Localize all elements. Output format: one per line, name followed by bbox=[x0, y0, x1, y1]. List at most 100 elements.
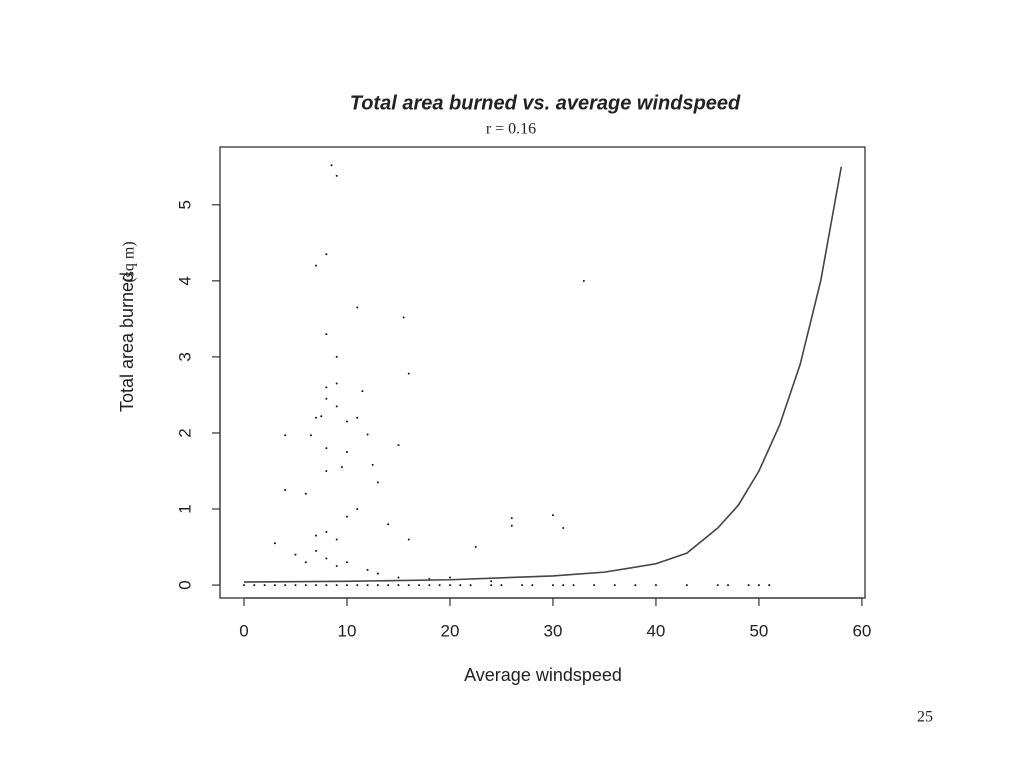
point bbox=[371, 463, 374, 466]
point bbox=[716, 584, 719, 587]
x-tick-label: 30 bbox=[543, 621, 562, 640]
y-tick-label: 2 bbox=[175, 428, 194, 437]
point bbox=[685, 584, 688, 587]
point bbox=[521, 584, 524, 587]
point bbox=[474, 546, 477, 549]
subtitle: r = 0.16 bbox=[486, 121, 536, 138]
point bbox=[320, 415, 323, 418]
y-tick-label: 4 bbox=[175, 276, 194, 285]
point bbox=[325, 253, 328, 256]
point bbox=[407, 372, 410, 375]
point bbox=[593, 584, 596, 587]
point bbox=[366, 568, 369, 571]
point bbox=[242, 584, 245, 587]
point bbox=[510, 524, 513, 527]
fit-curve bbox=[243, 166, 843, 583]
point bbox=[490, 580, 493, 583]
point bbox=[304, 584, 307, 587]
point bbox=[263, 584, 266, 587]
point bbox=[304, 492, 307, 495]
point bbox=[562, 584, 565, 587]
point bbox=[376, 481, 379, 484]
point bbox=[345, 561, 348, 564]
point bbox=[634, 584, 637, 587]
point bbox=[397, 444, 400, 447]
point bbox=[402, 316, 405, 319]
point bbox=[315, 264, 318, 267]
point bbox=[490, 584, 493, 587]
point bbox=[366, 433, 369, 436]
point bbox=[325, 469, 328, 472]
point bbox=[345, 420, 348, 423]
point bbox=[315, 584, 318, 587]
point bbox=[335, 174, 338, 177]
point bbox=[325, 530, 328, 533]
point bbox=[757, 584, 760, 587]
point bbox=[304, 561, 307, 564]
point bbox=[366, 584, 369, 587]
point bbox=[510, 517, 513, 520]
y-tick-label: 0 bbox=[175, 580, 194, 589]
point bbox=[294, 584, 297, 587]
point bbox=[253, 584, 256, 587]
point bbox=[361, 390, 364, 393]
point bbox=[397, 576, 400, 579]
point bbox=[613, 584, 616, 587]
point bbox=[335, 565, 338, 568]
x-tick-label: 20 bbox=[441, 621, 460, 640]
point bbox=[325, 584, 328, 587]
x-tick-label: 0 bbox=[239, 621, 248, 640]
point bbox=[407, 538, 410, 541]
point bbox=[387, 584, 390, 587]
point bbox=[335, 584, 338, 587]
point bbox=[345, 515, 348, 518]
x-tick-label: 10 bbox=[338, 621, 357, 640]
chart-title: Total area burned vs. average windspeed bbox=[350, 92, 741, 114]
point bbox=[335, 538, 338, 541]
point bbox=[356, 416, 359, 419]
point bbox=[284, 434, 287, 437]
x-tick-label: 50 bbox=[749, 621, 768, 640]
point bbox=[273, 584, 276, 587]
y-axis-unit: (sq m) bbox=[121, 241, 138, 282]
point bbox=[428, 584, 431, 587]
point bbox=[325, 397, 328, 400]
point bbox=[459, 584, 462, 587]
point bbox=[500, 584, 503, 587]
point bbox=[335, 355, 338, 358]
point bbox=[768, 584, 771, 587]
point bbox=[376, 572, 379, 575]
point bbox=[418, 584, 421, 587]
point bbox=[325, 386, 328, 389]
x-tick-label: 60 bbox=[852, 621, 871, 640]
point bbox=[654, 584, 657, 587]
point bbox=[325, 333, 328, 336]
point bbox=[551, 584, 554, 587]
y-tick-label: 5 bbox=[175, 200, 194, 209]
point bbox=[747, 584, 750, 587]
point bbox=[551, 514, 554, 517]
point bbox=[356, 306, 359, 309]
point bbox=[340, 466, 343, 469]
point bbox=[448, 576, 451, 579]
point bbox=[345, 584, 348, 587]
point bbox=[356, 508, 359, 511]
point bbox=[273, 542, 276, 545]
point bbox=[315, 416, 318, 419]
point bbox=[345, 450, 348, 453]
x-axis-label: Average windspeed bbox=[464, 665, 622, 685]
point bbox=[531, 584, 534, 587]
point bbox=[397, 584, 400, 587]
point bbox=[469, 584, 472, 587]
point bbox=[309, 434, 312, 437]
point bbox=[376, 584, 379, 587]
point bbox=[330, 164, 333, 167]
point bbox=[284, 584, 287, 587]
point bbox=[356, 584, 359, 587]
point bbox=[335, 382, 338, 385]
point bbox=[325, 557, 328, 560]
point bbox=[387, 523, 390, 526]
point bbox=[448, 584, 451, 587]
point bbox=[284, 489, 287, 492]
